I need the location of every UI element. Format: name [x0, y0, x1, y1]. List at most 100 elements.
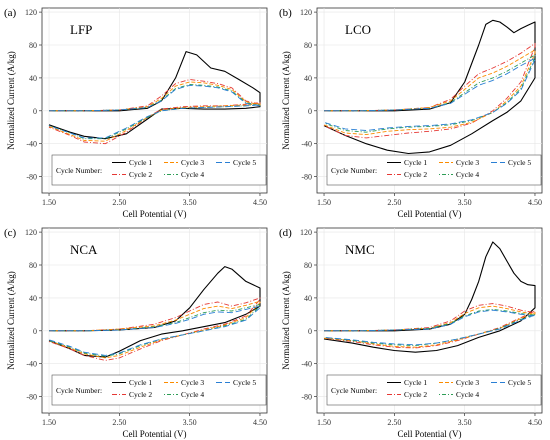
y-tick-label: 120 [25, 228, 37, 237]
legend-label: Cycle 4 [181, 170, 204, 179]
series-line-cycle-5 [323, 57, 536, 131]
panel-nca: -80 -40 0 40 80 120 1.50 2.50 3.50 4.50 Cell Poten… [4, 227, 268, 439]
y-tick-label: -80 [26, 393, 37, 402]
y-axis-label: Normalized Current (A/kg) [281, 51, 291, 149]
legend-label: Cycle 3 [181, 378, 204, 387]
legend: Cycle Number: Cycle 1 Cycle 2 Cycle 3 Cycle … [51, 154, 267, 186]
x-tick-label: 1.50 [42, 418, 56, 427]
legend-label: Cycle 1 [404, 378, 427, 387]
legend-label: Cycle 2 [404, 390, 427, 399]
y-tick-label: -80 [26, 173, 37, 182]
legend-title: Cycle Number: [331, 386, 377, 395]
legend: Cycle Number: Cycle 1 Cycle 2 Cycle 3 Cycle … [326, 374, 542, 406]
material-label: NCA [70, 242, 98, 257]
legend: Cycle Number: Cycle 1 Cycle 2 Cycle 3 Cycle … [326, 154, 542, 186]
y-tick-label: 80 [304, 261, 312, 270]
x-tick-label: 4.50 [528, 418, 542, 427]
legend-label: Cycle 3 [456, 378, 479, 387]
x-tick-label: 1.50 [317, 418, 331, 427]
x-tick-label: 2.50 [112, 418, 126, 427]
y-axis-label: Normalized Current (A/kg) [6, 51, 16, 149]
x-axis-label: Cell Potential (V) [398, 209, 462, 219]
x-tick-label: 1.50 [42, 198, 56, 207]
panel-letter: (a) [4, 7, 17, 19]
legend-label: Cycle 3 [456, 158, 479, 167]
x-axis-label: Cell Potential (V) [398, 429, 462, 439]
legend-label: Cycle 1 [404, 158, 427, 167]
series-line-cycle-2 [323, 42, 536, 139]
legend-label: Cycle 4 [456, 170, 479, 179]
y-tick-label: -40 [26, 360, 37, 369]
series-line-cycle-1 [48, 51, 261, 140]
y-tick-label: 120 [300, 228, 312, 237]
y-tick-label: -40 [301, 140, 312, 149]
y-tick-label: -80 [301, 393, 312, 402]
legend-label: Cycle 4 [181, 390, 204, 399]
x-tick-label: 2.50 [387, 198, 401, 207]
x-tick-label: 3.50 [183, 198, 197, 207]
series-line-cycle-3 [323, 305, 536, 348]
series-line-cycle-2 [48, 79, 261, 145]
y-tick-label: 0 [33, 327, 37, 336]
legend-title: Cycle Number: [331, 166, 377, 175]
material-label: NMC [345, 242, 375, 257]
y-axis-label: Normalized Current (A/kg) [6, 271, 16, 369]
y-tick-label: 0 [308, 107, 312, 116]
x-tick-label: 4.50 [253, 418, 267, 427]
panel-lco: -80 -40 0 40 80 120 1.50 2.50 3.50 4.50 Cell Poten… [279, 7, 543, 219]
x-axis-label: Cell Potential (V) [123, 209, 187, 219]
series-line-cycle-2 [48, 297, 261, 361]
legend-label: Cycle 1 [129, 378, 152, 387]
y-tick-label: 80 [29, 261, 37, 270]
series-line-cycle-4 [323, 54, 536, 133]
y-tick-label: 40 [304, 294, 312, 303]
series-line-cycle-3 [48, 81, 261, 142]
y-tick-label: -40 [26, 140, 37, 149]
legend-label: Cycle 5 [508, 378, 531, 387]
x-tick-label: 3.50 [458, 198, 472, 207]
y-tick-label: 80 [29, 41, 37, 50]
legend: Cycle Number: Cycle 1 Cycle 2 Cycle 3 Cycle … [51, 374, 267, 406]
legend-label: Cycle 4 [456, 390, 479, 399]
legend-label: Cycle 3 [181, 158, 204, 167]
series-line-cycle-4 [48, 84, 261, 140]
legend-label: Cycle 1 [129, 158, 152, 167]
y-tick-label: 120 [25, 8, 37, 17]
series-line-cycle-3 [323, 49, 536, 136]
y-tick-label: 80 [304, 41, 312, 50]
legend-title: Cycle Number: [56, 166, 102, 175]
legend-label: Cycle 5 [508, 158, 531, 167]
series-line-cycle-1 [48, 266, 261, 358]
x-tick-label: 2.50 [387, 418, 401, 427]
legend-label: Cycle 5 [233, 158, 256, 167]
legend-label: Cycle 2 [129, 170, 152, 179]
panel-letter: (b) [279, 7, 292, 19]
series-line-cycle-5 [48, 305, 261, 356]
panel-letter: (d) [279, 227, 292, 239]
legend-label: Cycle 2 [404, 170, 427, 179]
legend-label: Cycle 2 [129, 390, 152, 399]
x-tick-label: 4.50 [528, 198, 542, 207]
material-label: LFP [70, 22, 92, 37]
x-tick-label: 3.50 [458, 418, 472, 427]
panel-nmc: -80 -40 0 40 80 120 1.50 2.50 3.50 4.50 Cell Poten… [279, 227, 543, 439]
panel-letter: (c) [4, 227, 17, 239]
y-tick-label: 0 [308, 327, 312, 336]
y-tick-label: 40 [29, 294, 37, 303]
y-tick-label: 40 [29, 74, 37, 83]
y-tick-label: -40 [301, 360, 312, 369]
x-tick-label: 2.50 [112, 198, 126, 207]
x-tick-label: 3.50 [183, 418, 197, 427]
y-tick-label: 0 [33, 107, 37, 116]
x-tick-label: 1.50 [317, 198, 331, 207]
y-tick-label: 40 [304, 74, 312, 83]
series-line-cycle-1 [323, 19, 536, 155]
x-axis-label: Cell Potential (V) [123, 429, 187, 439]
material-label: LCO [345, 22, 371, 37]
legend-title: Cycle Number: [56, 386, 102, 395]
y-axis-label: Normalized Current (A/kg) [281, 271, 291, 369]
x-tick-label: 4.50 [253, 198, 267, 207]
legend-label: Cycle 5 [233, 378, 256, 387]
y-tick-label: 120 [300, 8, 312, 17]
